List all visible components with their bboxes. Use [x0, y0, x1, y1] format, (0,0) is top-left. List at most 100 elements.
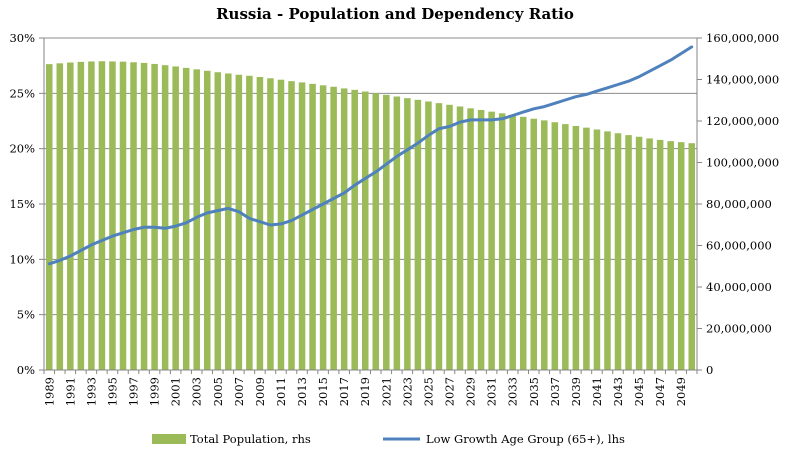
- population-bar: [530, 118, 538, 370]
- population-bar: [309, 83, 316, 371]
- population-bar: [583, 127, 590, 370]
- population-bar: [456, 106, 464, 370]
- population-bar: [298, 82, 306, 370]
- left-tick-label: 30%: [9, 31, 35, 45]
- x-tick-label: 2029: [464, 377, 478, 406]
- population-bar: [688, 143, 695, 370]
- population-bar: [330, 86, 337, 370]
- x-tick-label: 2009: [253, 377, 267, 406]
- right-tick-label: 40,000,000: [706, 280, 772, 294]
- population-bar: [46, 64, 53, 371]
- x-tick-label: 2001: [169, 377, 183, 406]
- legend-label-dependency: Low Growth Age Group (65+), lhs: [426, 432, 625, 446]
- population-bar: [625, 135, 632, 370]
- x-tick-label: 2033: [506, 377, 520, 406]
- right-tick-label: 0: [706, 363, 713, 377]
- x-tick-label: 1993: [84, 377, 98, 406]
- x-tick-label: 2017: [337, 377, 351, 406]
- population-bar: [235, 74, 243, 370]
- x-tick-label: 2021: [379, 377, 393, 406]
- legend-swatch-population: [152, 434, 186, 444]
- population-bar: [140, 62, 148, 371]
- left-tick-label: 10%: [9, 252, 35, 266]
- population-bar: [498, 113, 506, 370]
- population-bar: [614, 133, 622, 370]
- population-bar: [256, 77, 264, 370]
- population-bar: [172, 66, 179, 371]
- x-tick-label: 2023: [400, 377, 414, 406]
- population-bar: [488, 111, 495, 370]
- x-tick-label: 1997: [127, 377, 141, 406]
- population-bar: [182, 67, 190, 370]
- population-bar: [77, 61, 85, 371]
- right-tick-label: 60,000,000: [706, 239, 772, 253]
- x-tick-label: 2025: [421, 377, 435, 406]
- x-tick-label: 2027: [442, 377, 456, 406]
- population-bar: [372, 93, 380, 370]
- right-tick-label: 140,000,000: [706, 73, 779, 87]
- population-bar: [361, 91, 369, 370]
- population-bar: [130, 62, 137, 371]
- left-tick-label: 0%: [17, 363, 35, 377]
- x-tick-label: 2039: [569, 377, 583, 406]
- population-bar: [56, 63, 64, 370]
- population-bar: [677, 142, 685, 370]
- x-tick-label: 2031: [485, 377, 499, 406]
- right-tick-label: 160,000,000: [706, 31, 779, 45]
- population-bar: [446, 104, 453, 370]
- x-tick-label: 2049: [674, 377, 688, 406]
- population-bar: [656, 139, 664, 370]
- population-bar: [425, 101, 432, 371]
- legend: Total Population, rhs Low Growth Age Gro…: [152, 432, 625, 446]
- population-bar: [225, 73, 232, 371]
- x-tick-label: 2041: [590, 377, 604, 406]
- x-tick-label: 2047: [653, 377, 667, 406]
- population-bar: [193, 69, 200, 371]
- population-bar: [541, 120, 548, 370]
- population-bar: [646, 138, 653, 370]
- population-bar: [119, 61, 127, 370]
- population-bar: [604, 131, 611, 370]
- population-bar: [88, 61, 95, 370]
- dependency-line: [47, 45, 694, 266]
- population-bar: [383, 94, 390, 370]
- x-tick-label: 2035: [527, 377, 541, 406]
- chart-title: Russia - Population and Dependency Ratio: [216, 5, 574, 23]
- population-bar: [109, 61, 116, 370]
- x-tick-label: 2013: [295, 377, 309, 406]
- population-bar: [414, 99, 422, 371]
- population-bar: [288, 81, 295, 370]
- right-tick-label: 120,000,000: [706, 114, 779, 128]
- population-bars: [46, 61, 695, 371]
- left-tick-label: 15%: [9, 197, 35, 211]
- legend-label-population: Total Population, rhs: [190, 432, 311, 446]
- population-bar: [319, 85, 327, 370]
- x-tick-label: 2037: [548, 377, 562, 406]
- x-tick-label: 2019: [358, 377, 372, 406]
- x-tick-label: 2043: [611, 377, 625, 406]
- population-bar: [404, 98, 411, 371]
- right-tick-label: 80,000,000: [706, 197, 772, 211]
- population-bar: [203, 70, 211, 370]
- x-tick-label: 1999: [148, 377, 162, 406]
- left-tick-label: 5%: [17, 308, 35, 322]
- x-tick-label: 1989: [42, 377, 56, 406]
- x-tick-label: 2045: [632, 377, 646, 406]
- x-tick-label: 2003: [190, 377, 204, 406]
- right-tick-label: 20,000,000: [706, 322, 772, 336]
- population-bar: [67, 62, 74, 371]
- population-bar: [98, 61, 106, 371]
- population-bar: [519, 116, 527, 370]
- population-bar: [435, 103, 443, 370]
- population-bar: [477, 110, 485, 370]
- x-tick-label: 1995: [105, 377, 119, 406]
- x-tick-label: 1991: [63, 377, 77, 406]
- axes: 0% 5% 10% 15% 20% 25% 30% 0 20,000,000 40,000,000…: [9, 31, 779, 406]
- population-bar: [351, 89, 358, 370]
- dependency-line-path: [47, 45, 694, 266]
- population-bar: [635, 136, 643, 370]
- population-bar: [246, 75, 253, 370]
- left-tick-label: 20%: [9, 142, 35, 156]
- population-bar: [151, 63, 158, 370]
